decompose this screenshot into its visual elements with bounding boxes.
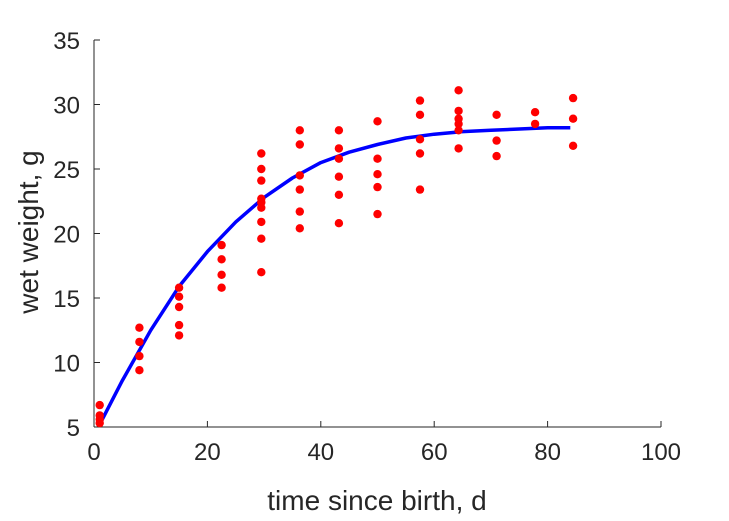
data-point bbox=[415, 96, 425, 105]
data-point bbox=[492, 151, 501, 161]
data-point bbox=[415, 185, 425, 194]
data-point bbox=[174, 331, 184, 340]
data-point bbox=[454, 106, 463, 116]
data-point bbox=[415, 149, 425, 158]
y-tick-label: 15 bbox=[53, 286, 80, 313]
y-tick-label: 35 bbox=[53, 28, 80, 55]
data-point bbox=[454, 126, 463, 135]
data-point bbox=[257, 268, 266, 277]
data-point bbox=[95, 418, 104, 428]
data-point bbox=[568, 93, 578, 103]
data-point bbox=[174, 292, 184, 301]
data-point bbox=[174, 302, 184, 312]
x-tick-label: 0 bbox=[87, 439, 100, 466]
data-point bbox=[174, 320, 184, 330]
data-point bbox=[568, 114, 578, 123]
data-point bbox=[334, 172, 344, 181]
x-tick-label: 40 bbox=[307, 439, 334, 466]
y-axis-label: wet weight, g bbox=[13, 150, 44, 314]
data-point bbox=[257, 203, 266, 212]
data-point bbox=[454, 144, 463, 153]
data-point bbox=[492, 136, 501, 145]
data-point bbox=[373, 117, 382, 126]
fit-curve-line bbox=[98, 125, 571, 426]
data-point bbox=[257, 234, 266, 243]
x-tick-label: 100 bbox=[641, 439, 681, 466]
data-point bbox=[295, 126, 304, 135]
x-tick-label: 80 bbox=[534, 439, 561, 466]
data-point bbox=[95, 400, 104, 410]
data-point bbox=[492, 110, 501, 120]
data-point bbox=[334, 219, 344, 228]
y-tick-label: 20 bbox=[53, 222, 80, 249]
fit-curve bbox=[98, 125, 571, 426]
data-point bbox=[454, 86, 463, 95]
data-point bbox=[454, 119, 463, 129]
data-point bbox=[217, 255, 226, 264]
data-point bbox=[135, 337, 144, 347]
data-point bbox=[568, 141, 578, 150]
y-tick-label: 25 bbox=[53, 157, 80, 184]
data-point bbox=[295, 140, 304, 149]
axes bbox=[93, 39, 662, 428]
data-point bbox=[373, 154, 382, 163]
data-point bbox=[135, 323, 144, 332]
data-point bbox=[217, 240, 226, 250]
data-point bbox=[135, 351, 144, 361]
data-point bbox=[295, 185, 304, 194]
data-point bbox=[174, 283, 184, 292]
data-point bbox=[295, 224, 304, 233]
data-point bbox=[217, 270, 226, 279]
data-point bbox=[257, 164, 266, 174]
data-point bbox=[334, 190, 344, 199]
data-point bbox=[530, 119, 540, 129]
data-point bbox=[135, 366, 144, 375]
data-point bbox=[373, 170, 382, 179]
data-point bbox=[373, 209, 382, 219]
x-axis-label: time since birth, d bbox=[267, 485, 486, 516]
data-point bbox=[295, 207, 304, 216]
data-point bbox=[257, 149, 266, 158]
y-tick-label: 30 bbox=[53, 93, 80, 120]
data-points bbox=[95, 86, 578, 428]
data-point bbox=[334, 144, 344, 153]
data-point bbox=[295, 171, 304, 180]
tick-labels: 0 20 40 60 80 100 5 10 15 20 25 30 35 bbox=[53, 28, 681, 466]
data-point bbox=[530, 108, 540, 117]
data-point bbox=[334, 154, 344, 163]
x-tick-label: 60 bbox=[421, 439, 448, 466]
y-tick-label: 5 bbox=[67, 415, 80, 442]
x-tick-label: 20 bbox=[194, 439, 221, 466]
data-point bbox=[415, 135, 425, 144]
data-point bbox=[257, 217, 266, 227]
data-point bbox=[334, 126, 344, 135]
data-point bbox=[415, 110, 425, 120]
y-tick-label: 10 bbox=[53, 351, 80, 378]
data-point bbox=[373, 182, 382, 192]
data-point bbox=[257, 176, 266, 185]
data-point bbox=[217, 283, 226, 292]
